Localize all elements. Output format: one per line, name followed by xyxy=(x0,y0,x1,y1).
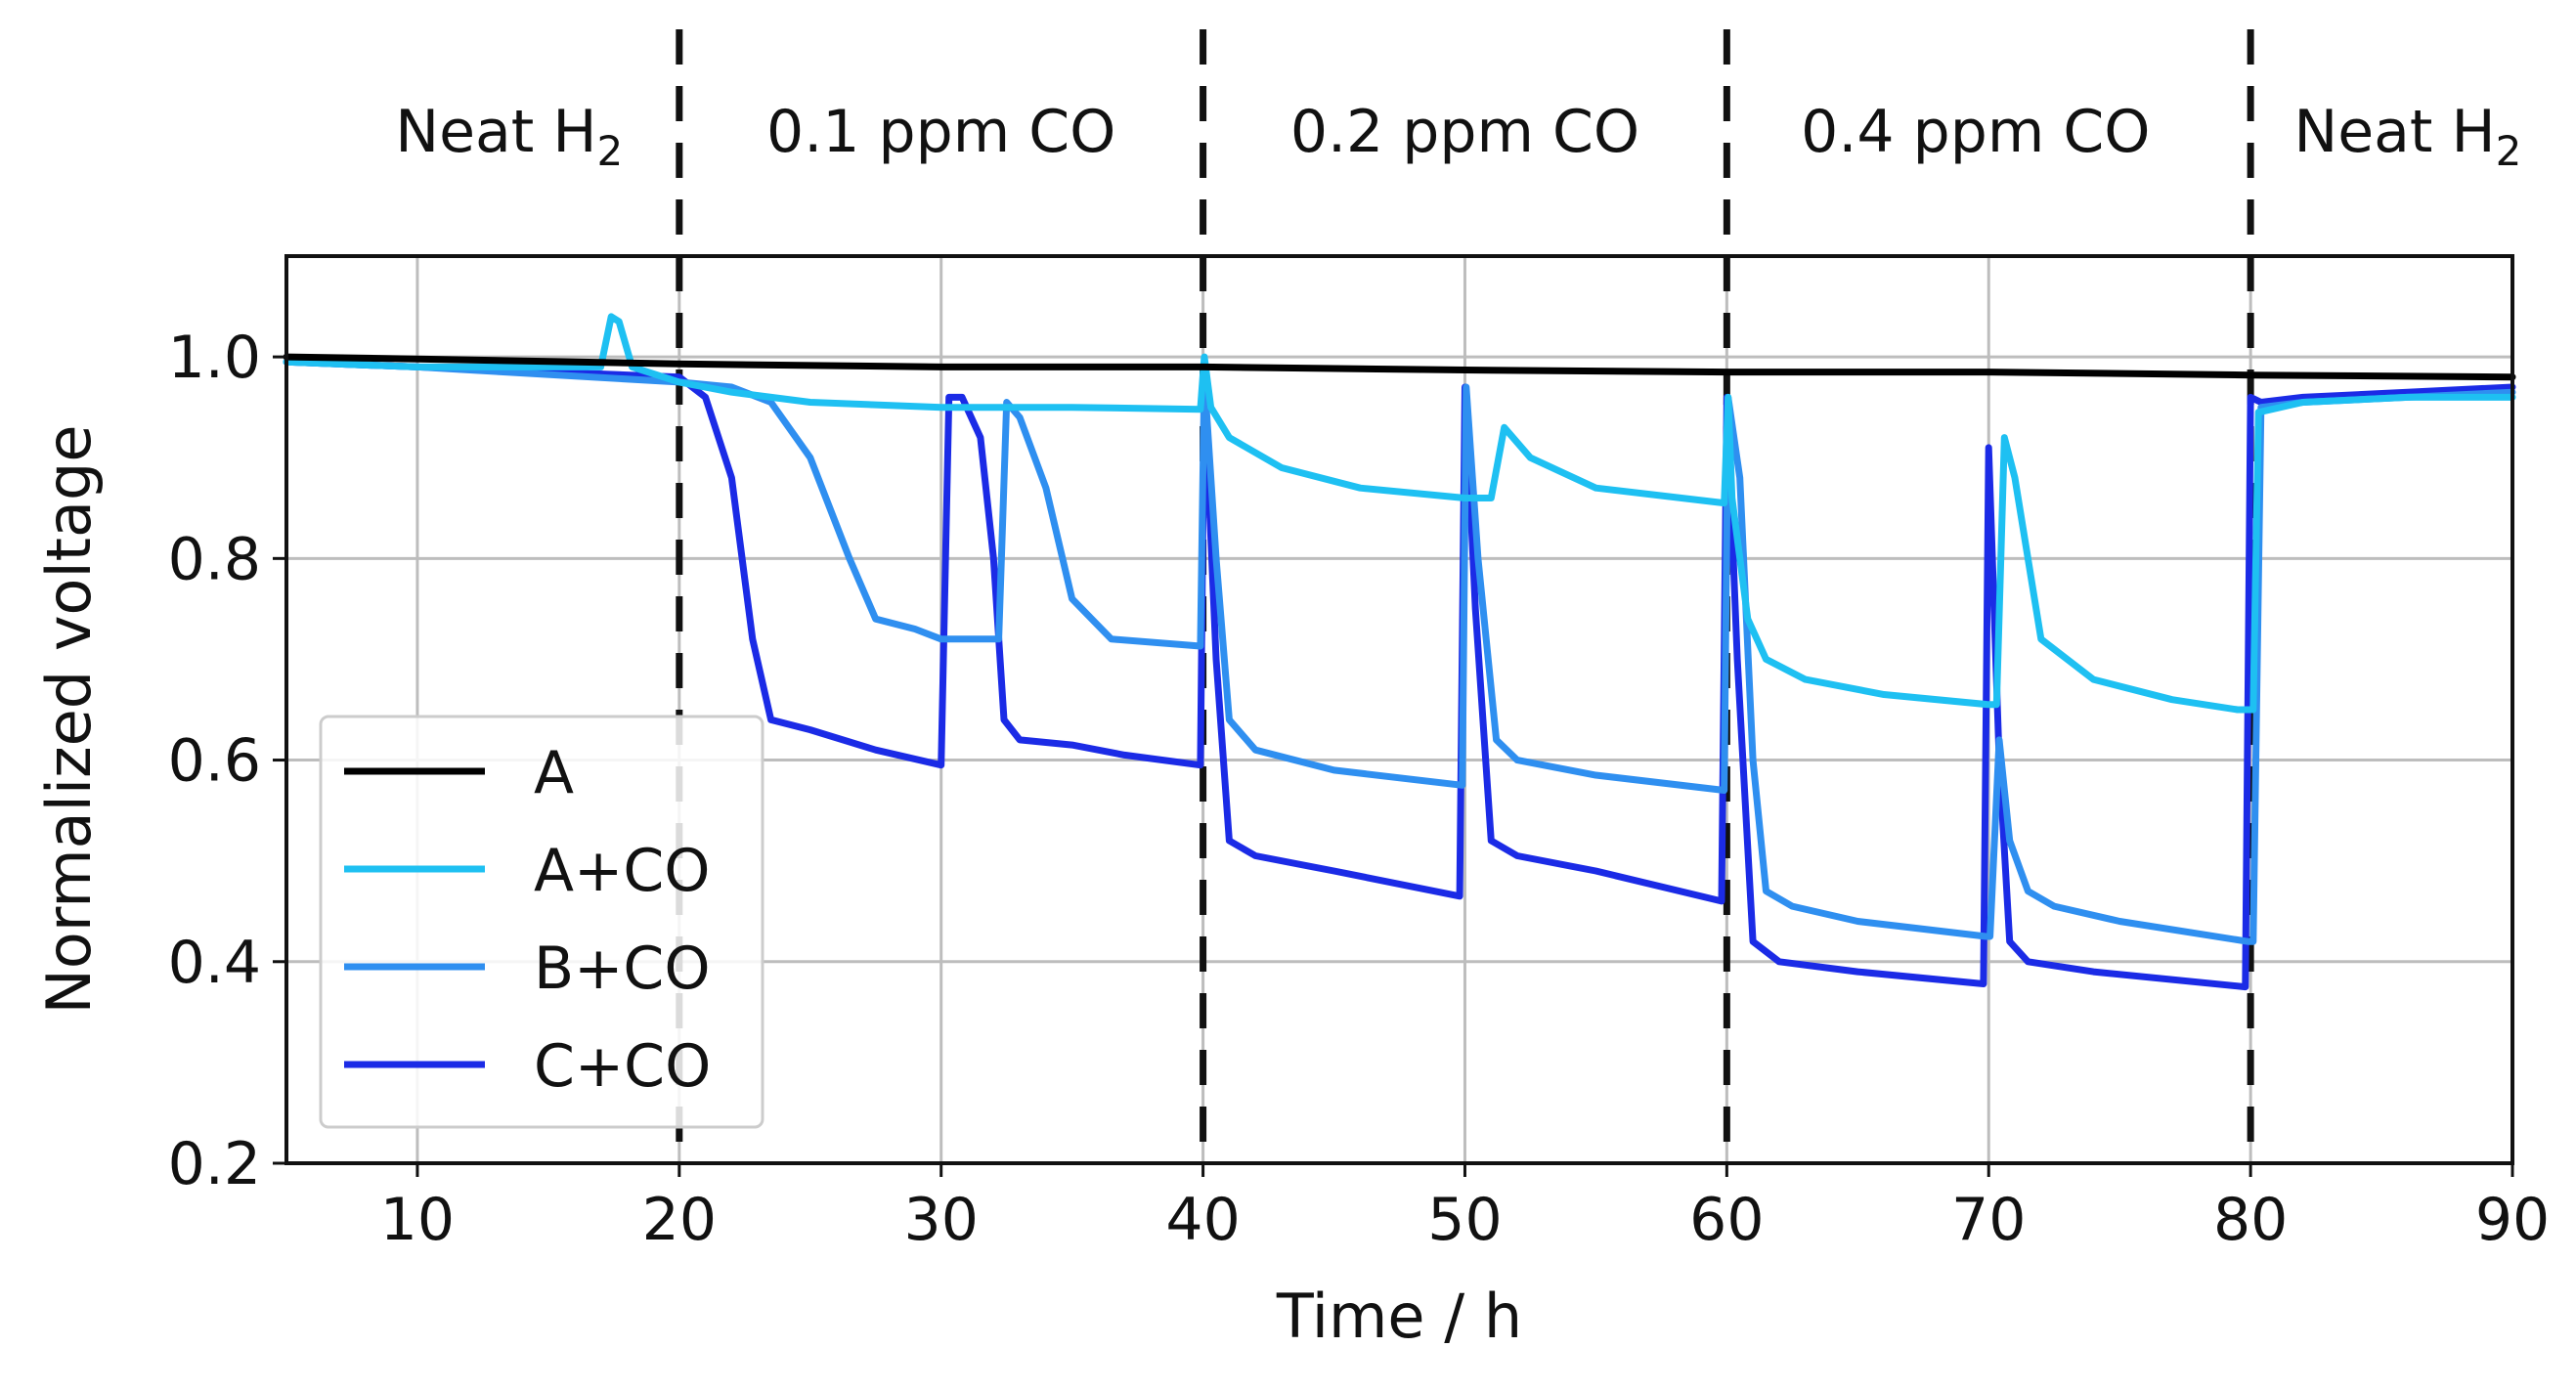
phase-label: 0.2 ppm CO xyxy=(1290,98,1639,166)
legend: A A+CO B+CO C+CO xyxy=(319,715,764,1129)
y-tick-label: 0.4 xyxy=(168,929,261,997)
phase-label: Neat H2 xyxy=(395,98,623,175)
legend-label: C+CO xyxy=(534,1032,711,1101)
x-tick-label: 70 xyxy=(1951,1186,2026,1254)
legend-box xyxy=(319,715,764,1129)
phase-label: Neat H2 xyxy=(2293,98,2521,175)
x-tick-label: 50 xyxy=(1427,1186,1502,1254)
x-tick-label: 10 xyxy=(380,1186,455,1254)
x-tick-label: 60 xyxy=(1689,1186,1764,1254)
x-tick-label: 40 xyxy=(1165,1186,1240,1254)
y-tick-label: 1.0 xyxy=(168,324,261,392)
y-tick-label: 0.6 xyxy=(168,727,261,796)
phase-label: 0.4 ppm CO xyxy=(1801,98,2150,166)
phase-label: 0.1 ppm CO xyxy=(766,98,1115,166)
legend-label: B+CO xyxy=(534,935,711,1003)
series-line-a xyxy=(283,353,2516,381)
legend-label: A+CO xyxy=(534,837,710,905)
y-axis-title: Normalized voltage xyxy=(33,425,105,1015)
x-tick-label: 80 xyxy=(2213,1186,2288,1254)
x-tick-label: 90 xyxy=(2475,1186,2550,1254)
plot-frame xyxy=(284,254,2514,1165)
x-axis-title: Time / h xyxy=(1276,1281,1522,1352)
y-axis-ticks: 0.2 0.4 0.6 0.8 1.0 xyxy=(168,324,286,1198)
phase-labels: Neat H2 0.1 ppm CO 0.2 ppm CO 0.4 ppm CO Nea… xyxy=(395,98,2521,175)
series-line-c-plus-co xyxy=(283,358,2516,991)
series-line-a-plus-co xyxy=(283,313,2516,714)
series-line-b-plus-co xyxy=(283,358,2516,945)
legend-label: A xyxy=(534,739,574,807)
x-tick-label: 30 xyxy=(904,1186,979,1254)
series-lines xyxy=(283,313,2516,991)
x-tick-label: 20 xyxy=(642,1186,717,1254)
y-tick-label: 0.8 xyxy=(168,525,261,593)
y-tick-label: 0.2 xyxy=(168,1130,261,1198)
x-axis-ticks: 10 20 30 40 50 60 70 80 90 xyxy=(380,1163,2550,1254)
